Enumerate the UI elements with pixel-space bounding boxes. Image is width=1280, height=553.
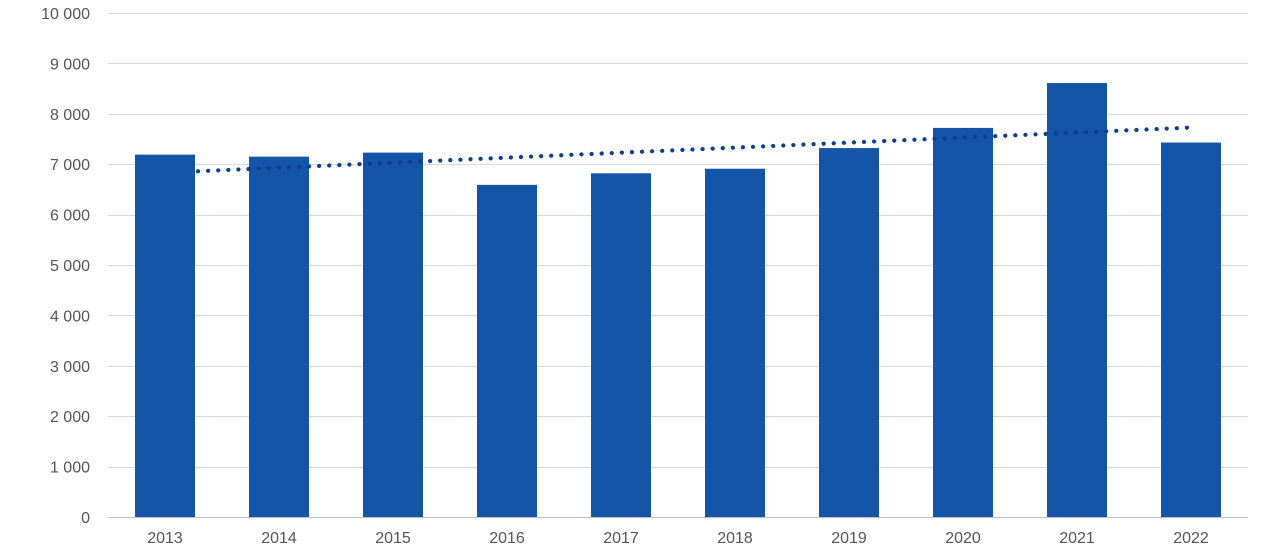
- bars: [135, 83, 1221, 518]
- bar-2015: [363, 152, 423, 517]
- bar-2017: [591, 173, 651, 517]
- bar-2016: [477, 184, 537, 517]
- y-tick-label: 10 000: [41, 6, 90, 23]
- bar-2020: [933, 127, 993, 518]
- x-tick-label: 2020: [945, 530, 981, 547]
- y-tick-label: 5 000: [50, 258, 90, 275]
- x-tick-label: 2019: [831, 530, 867, 547]
- bar-2022: [1161, 142, 1221, 517]
- x-tick-label: 2013: [147, 530, 183, 547]
- y-tick-label: 8 000: [50, 107, 90, 124]
- y-tick-label: 9 000: [50, 56, 90, 73]
- y-tick-label: 0: [81, 510, 90, 527]
- y-tick-label: 4 000: [50, 308, 90, 325]
- bar-2014: [249, 156, 309, 517]
- x-tick-label: 2014: [261, 530, 297, 547]
- y-tick-label: 7 000: [50, 157, 90, 174]
- x-tick-label: 2021: [1059, 530, 1095, 547]
- y-tick-label: 3 000: [50, 359, 90, 376]
- x-tick-label: 2017: [603, 530, 639, 547]
- x-tick-label: 2018: [717, 530, 753, 547]
- x-tick-label: 2016: [489, 530, 525, 547]
- x-axis: 2013 2014 2015 2016 2017 2018 2019 2020 2021 2022: [147, 530, 1209, 547]
- x-tick-label: 2015: [375, 530, 411, 547]
- bar-2013: [135, 154, 195, 517]
- x-tick-label: 2022: [1173, 530, 1209, 547]
- bar-2019: [819, 148, 879, 517]
- bar-2021: [1047, 83, 1107, 517]
- y-tick-label: 1 000: [50, 460, 90, 477]
- y-tick-label: 2 000: [50, 409, 90, 426]
- bar-2018: [705, 168, 765, 517]
- y-axis: 0 1 000 2 000 3 000 4 000 5 000 6 000 7 000 8 00…: [41, 6, 90, 527]
- y-tick-label: 6 000: [50, 208, 90, 225]
